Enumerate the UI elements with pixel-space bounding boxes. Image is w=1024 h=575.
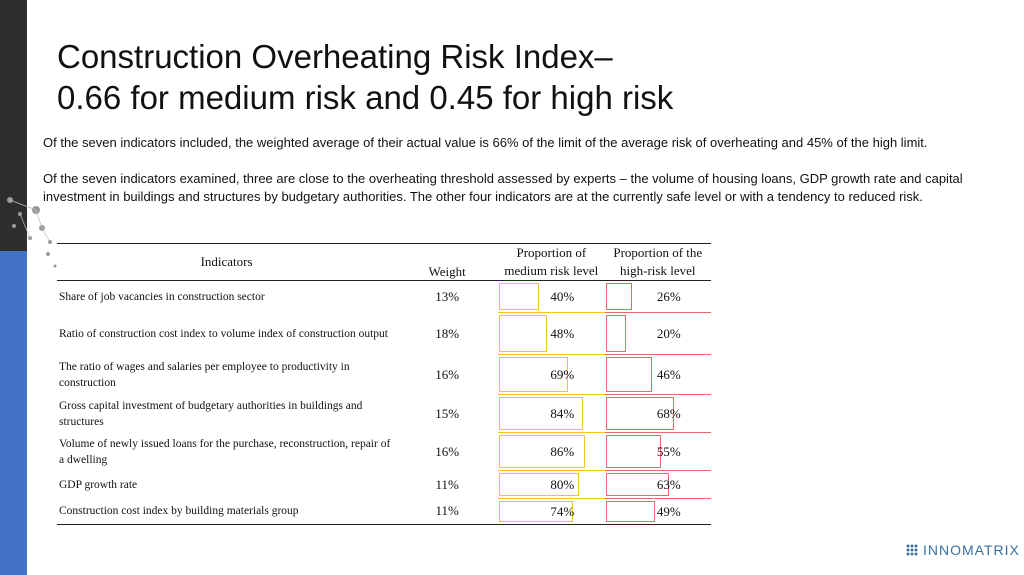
indicator-name: Construction cost index by building mate… [57, 498, 397, 525]
medium-risk-cell: 69% [498, 354, 605, 395]
left-accent-bar-blue [0, 251, 27, 575]
medium-risk-bar [499, 473, 580, 496]
high-risk-cell: 55% [604, 432, 711, 471]
title-line-1: Construction Overheating Risk Index– [57, 38, 613, 75]
medium-risk-bar [499, 501, 574, 522]
table-row: The ratio of wages and salaries per empl… [57, 354, 711, 395]
innomatrix-logo: INNOMATRIX [905, 540, 1020, 560]
medium-risk-value: 69% [550, 366, 575, 382]
indicator-weight: 18% [435, 325, 460, 341]
high-risk-cell: 26% [604, 280, 711, 313]
header-indicators: Indicators [57, 243, 397, 281]
medium-risk-value: 86% [550, 443, 575, 459]
high-risk-bar [605, 397, 674, 430]
medium-risk-cell: 48% [498, 312, 605, 355]
title-line-2: 0.66 for medium risk and 0.45 for high r… [57, 79, 674, 116]
high-risk-cell: 20% [604, 312, 711, 355]
medium-risk-bar [499, 315, 548, 352]
medium-risk-cell: 86% [498, 432, 605, 471]
table-header-row: Indicators Weight Proportion of medium r… [57, 243, 711, 281]
summary-paragraph-1: Of the seven indicators included, the we… [43, 135, 928, 150]
high-risk-value: 26% [656, 288, 681, 304]
medium-risk-cell: 80% [498, 470, 605, 499]
header-high-risk: Proportion of the high-risk level [604, 243, 711, 281]
high-risk-cell: 68% [604, 394, 711, 433]
high-risk-bar [605, 435, 661, 468]
indicator-weight: 16% [435, 443, 460, 459]
high-risk-value: 20% [656, 325, 681, 341]
matrix-logo-icon [906, 544, 918, 556]
indicator-weight: 15% [435, 405, 460, 421]
high-risk-value: 46% [656, 366, 681, 382]
header-medium-line-2: medium risk level [504, 263, 599, 278]
table-row: Ratio of construction cost index to volu… [57, 312, 711, 355]
header-high-line-1: Proportion of the [613, 245, 703, 260]
high-risk-bar [605, 501, 655, 522]
indicator-name: Share of job vacancies in construction s… [59, 290, 265, 303]
table-row: Gross capital investment of budgetary au… [57, 394, 711, 433]
indicator-name: Ratio of construction cost index to volu… [59, 327, 388, 340]
high-risk-value: 55% [656, 443, 681, 459]
indicator-weight: 11% [435, 476, 459, 492]
medium-risk-bar [499, 283, 540, 310]
decorative-dots-graphic [7, 197, 57, 268]
summary-paragraph-2: Of the seven indicators examined, three … [43, 171, 963, 204]
indicator-name: The ratio of wages and salaries per empl… [59, 360, 350, 389]
high-risk-bar [605, 473, 669, 496]
high-risk-value: 68% [656, 405, 681, 421]
medium-risk-cell: 84% [498, 394, 605, 433]
high-risk-cell: 63% [604, 470, 711, 499]
medium-risk-cell: 40% [498, 280, 605, 313]
table-row: Share of job vacancies in construction s… [57, 280, 711, 313]
medium-risk-value: 40% [550, 288, 575, 304]
high-risk-cell: 49% [604, 498, 711, 525]
table-row: GDP growth rate 11% 80% 63% [57, 470, 711, 499]
medium-risk-bar [499, 435, 586, 468]
table-row: Construction cost index by building mate… [57, 498, 711, 525]
header-weight: Weight [396, 243, 499, 281]
header-medium-risk: Proportion of medium risk level [498, 243, 605, 281]
slide-title: Construction Overheating Risk Index– 0.6… [57, 36, 673, 118]
medium-risk-value: 48% [550, 325, 575, 341]
indicator-weight: 16% [435, 366, 460, 382]
medium-risk-cell: 74% [498, 498, 605, 525]
medium-risk-bar [499, 357, 569, 392]
high-risk-cell: 46% [604, 354, 711, 395]
high-risk-bar [605, 283, 632, 310]
table-row: Volume of newly issued loans for the pur… [57, 432, 711, 471]
high-risk-value: 49% [656, 503, 681, 519]
header-high-line-2: high-risk level [620, 263, 696, 278]
header-medium-line-1: Proportion of [516, 245, 587, 260]
medium-risk-value: 74% [550, 503, 575, 519]
indicator-weight: 13% [435, 288, 460, 304]
medium-risk-value: 80% [550, 476, 575, 492]
medium-risk-bar [499, 397, 584, 430]
high-risk-bar [605, 357, 652, 392]
high-risk-bar [605, 315, 626, 352]
left-accent-bar-dark [0, 0, 27, 251]
indicators-table: Indicators Weight Proportion of medium r… [57, 243, 711, 525]
indicator-name: GDP growth rate [59, 478, 138, 491]
high-risk-value: 63% [656, 476, 681, 492]
indicator-name: Gross capital investment of budgetary au… [59, 399, 363, 428]
logo-text: INNOMATRIX [923, 542, 1020, 558]
indicator-name: Volume of newly issued loans for the pur… [59, 437, 391, 466]
medium-risk-value: 84% [550, 405, 575, 421]
indicator-weight: 11% [396, 498, 499, 525]
